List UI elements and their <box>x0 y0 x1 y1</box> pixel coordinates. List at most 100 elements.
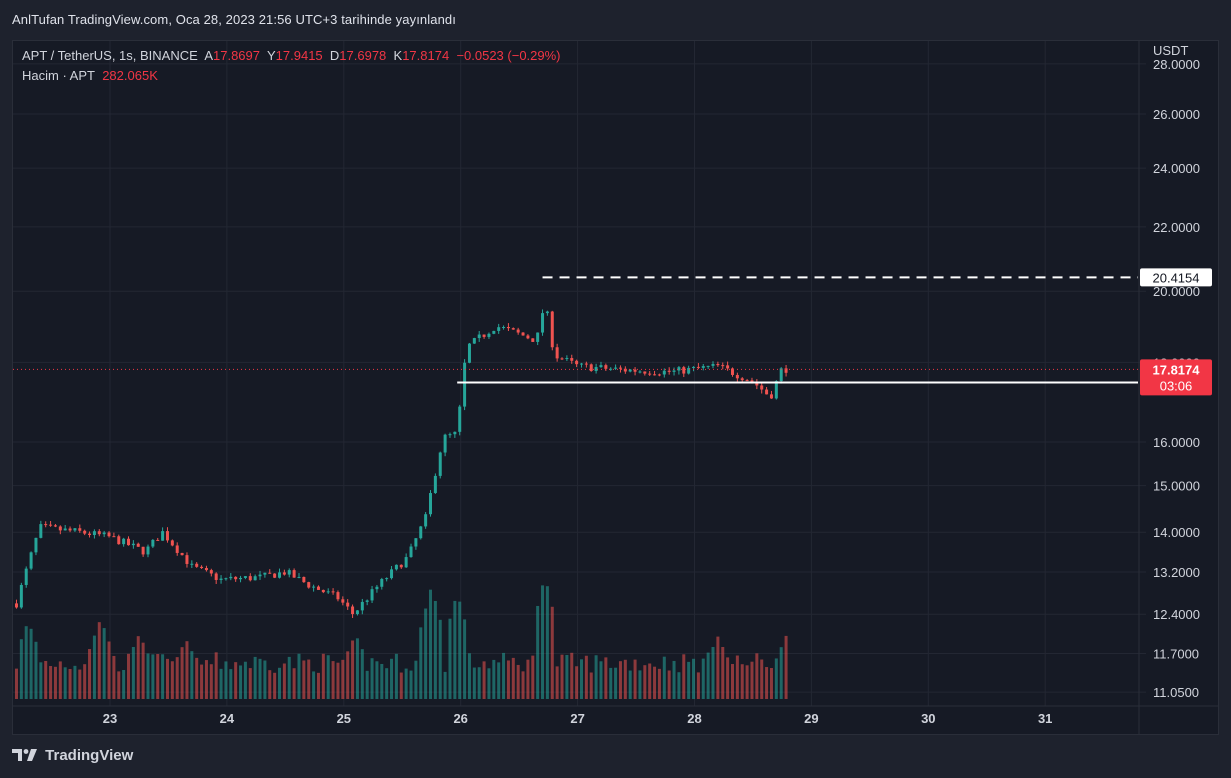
candle-body <box>497 327 501 331</box>
candle-body <box>399 564 403 568</box>
volume-bar <box>239 665 243 699</box>
volume-bar <box>243 661 247 699</box>
candle-body <box>321 589 325 593</box>
candle-body <box>424 514 428 527</box>
time-tick-label: 27 <box>570 711 584 726</box>
candle-body <box>687 367 691 374</box>
chart-legend: APT / TetherUS, 1s, BINANCE A17.8697 Y17… <box>22 46 561 86</box>
volume-bar <box>209 664 213 699</box>
volume-bar <box>190 651 194 699</box>
candle-body <box>774 381 778 399</box>
candle-body <box>633 369 637 372</box>
publish-header: AnlTufan TradingView.com, Oca 28, 2023 2… <box>0 0 1231 40</box>
candle-body <box>165 531 169 541</box>
volume-bar <box>638 670 642 699</box>
candle-body <box>287 570 291 575</box>
candle-body <box>268 572 272 574</box>
volume-bar <box>482 661 486 699</box>
volume-bar <box>97 622 101 699</box>
resistance-price-tag-bg <box>1140 268 1212 287</box>
volume-bar <box>579 659 583 699</box>
volume-bar <box>438 619 442 699</box>
candle-body <box>443 434 447 453</box>
volume-bar <box>273 672 277 699</box>
candle-body <box>239 577 243 580</box>
chart-pane[interactable]: USDT 28.0000 26.0000 24.0000 22.0000 20.0000… <box>12 40 1219 735</box>
volume-bar <box>131 647 135 699</box>
volume-bar <box>584 655 588 699</box>
volume-bar <box>83 664 87 699</box>
candle-body <box>385 578 389 580</box>
price-tick-label: 12.4000 <box>1153 607 1200 622</box>
candle-body <box>117 536 121 545</box>
candle-body <box>107 532 111 537</box>
candle-body <box>39 524 43 538</box>
volume-bar <box>19 639 23 699</box>
candle-body <box>170 540 174 546</box>
high-label: Y <box>267 48 276 63</box>
volume-bar <box>385 668 389 699</box>
candle-body <box>677 367 681 371</box>
candlestick-chart[interactable]: USDT 28.0000 26.0000 24.0000 22.0000 20.0000… <box>13 41 1218 734</box>
candle-body <box>638 371 642 373</box>
candle-body <box>209 570 213 574</box>
candle-body <box>229 576 233 579</box>
candle-body <box>253 576 257 581</box>
candle-body <box>49 524 53 526</box>
volume-bar <box>63 667 67 699</box>
candle-body <box>316 586 320 590</box>
candle-body <box>243 576 247 578</box>
candle-body <box>769 394 773 399</box>
horizontal-lines[interactable] <box>13 276 1138 384</box>
candle-body <box>628 369 632 372</box>
volume-bar <box>278 667 282 699</box>
candle-body <box>779 368 783 382</box>
volume-bar <box>58 661 62 699</box>
volume-bar <box>34 641 38 699</box>
candle-body <box>200 566 204 569</box>
candle-body <box>292 570 296 578</box>
candle-body <box>682 367 686 374</box>
volume-bar <box>68 668 72 699</box>
volume-bar <box>409 670 413 699</box>
volume-bar <box>248 668 252 699</box>
candle-body <box>604 365 608 369</box>
change-value: −0.0523 (−0.29%) <box>456 48 561 63</box>
candle-body <box>502 326 506 328</box>
price-tick-label: 22.0000 <box>1153 220 1200 235</box>
volume-bar <box>399 672 403 699</box>
volume-bar <box>765 667 769 699</box>
candle-body <box>53 525 57 527</box>
candle-body <box>701 366 705 368</box>
volume-bar <box>204 660 208 699</box>
volume-bar <box>545 586 549 699</box>
volume-bar <box>375 661 379 699</box>
volume-bar <box>287 656 291 699</box>
price-tick-label: 28.0000 <box>1153 57 1200 72</box>
candle-body <box>34 537 38 553</box>
candle-body <box>234 576 238 580</box>
candle-body <box>409 546 413 558</box>
volume-bar <box>677 672 681 699</box>
volume-bar <box>49 666 53 699</box>
volume-bar <box>774 658 778 699</box>
volume-bar <box>730 664 734 699</box>
brand-footer[interactable]: TradingView <box>12 746 133 768</box>
volume-bar <box>560 654 564 699</box>
volume-bar <box>29 628 33 699</box>
volume-bar <box>88 649 92 699</box>
volume-bar <box>760 659 764 699</box>
volume-label: Hacim · APT <box>22 68 95 83</box>
candle-body <box>458 406 462 432</box>
volume-bar <box>326 655 330 699</box>
candle-body <box>584 363 588 365</box>
close-value: 17.8174 <box>402 48 450 63</box>
volume-bar <box>726 657 730 699</box>
candle-body <box>195 563 199 567</box>
volume-bar <box>360 649 364 699</box>
candle-body <box>565 358 569 360</box>
volume-bar <box>667 670 671 699</box>
candle-body <box>599 365 603 368</box>
candle-body <box>555 347 559 359</box>
volume-bar <box>511 657 515 699</box>
